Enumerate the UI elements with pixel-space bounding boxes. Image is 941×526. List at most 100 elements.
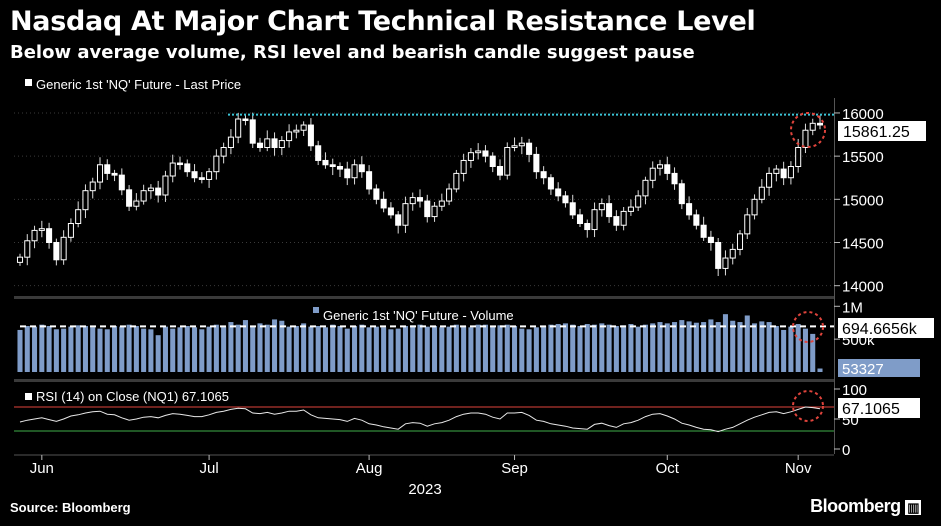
x-tick-label: Jul	[199, 460, 218, 477]
volume-bar	[679, 320, 685, 372]
candle-body	[758, 186, 765, 200]
volume-bar	[199, 329, 205, 372]
candle-body	[460, 159, 467, 174]
candle-body	[693, 214, 700, 226]
volume-bar	[184, 326, 190, 372]
volume-bar	[432, 326, 438, 372]
chart-title: Nasdaq At Major Chart Technical Resistan…	[10, 6, 756, 37]
x-tick-label: Jun	[30, 460, 54, 477]
candle-body	[67, 223, 74, 238]
candle-body	[598, 203, 605, 211]
volume-bar	[192, 327, 198, 372]
volume-bar	[402, 326, 408, 372]
volume-bar	[337, 326, 343, 372]
candle-body	[766, 172, 773, 188]
price-legend: Generic 1st 'NQ' Future - Last Price	[36, 77, 241, 92]
volume-bar	[97, 328, 103, 372]
volume-bar	[497, 325, 503, 372]
volume-bar	[250, 326, 256, 372]
candle-body	[271, 138, 278, 148]
candle-body	[155, 187, 162, 196]
candle-body	[133, 200, 140, 207]
candle-body	[613, 216, 620, 226]
candle-body	[46, 228, 53, 244]
volume-bar	[439, 327, 445, 372]
candle-body	[213, 155, 220, 173]
candle-body	[453, 172, 460, 190]
candle-body	[358, 164, 365, 173]
candle-body	[722, 257, 729, 269]
candle-body	[351, 164, 358, 179]
volume-bar	[621, 325, 627, 372]
candle-body	[555, 188, 562, 197]
volume-legend: Generic 1st 'NQ' Future - Volume	[323, 308, 514, 323]
volume-bar	[68, 326, 74, 372]
candle-body	[664, 164, 671, 174]
candle-body	[307, 124, 314, 147]
candle-body	[220, 147, 227, 157]
volume-bar	[373, 326, 379, 372]
volume-bar	[490, 326, 496, 372]
volume-bar	[24, 326, 30, 372]
candle-body	[496, 166, 504, 176]
volume-bar	[781, 329, 787, 372]
rsi-tick-label: 0	[842, 442, 850, 459]
panel-divider-volume	[14, 379, 834, 382]
candle-body	[264, 138, 271, 148]
volume-bar	[112, 326, 118, 372]
candle-body	[278, 140, 285, 149]
candle-body	[809, 122, 816, 131]
volume-bar	[773, 326, 779, 372]
volume-bar	[512, 326, 518, 372]
price-last-value: 15861.25	[843, 124, 910, 141]
candle-body	[75, 209, 82, 225]
volume-bar	[344, 328, 350, 372]
volume-bar	[61, 328, 67, 372]
candle-body	[467, 152, 474, 161]
volume-bar	[461, 326, 467, 372]
candle-body	[380, 198, 387, 209]
volume-bar	[301, 323, 307, 372]
volume-bar	[693, 322, 699, 372]
candle-body	[104, 164, 111, 174]
volume-bar	[468, 327, 474, 372]
price-tick-label: 16000	[842, 106, 884, 123]
price-y-axis: 16000 15500 15000 14500 14000	[834, 106, 884, 296]
candle-body	[206, 171, 213, 180]
chart-subtitle: Below average volume, RSI level and bear…	[10, 42, 695, 63]
volume-bar	[206, 326, 212, 372]
volume-bar	[737, 322, 743, 372]
volume-bar	[453, 324, 459, 372]
candle-body	[118, 174, 125, 191]
volume-bar	[606, 324, 612, 372]
candle-body	[191, 171, 198, 179]
volume-bar	[82, 326, 88, 372]
candle-body	[366, 171, 373, 190]
volume-bar	[686, 321, 692, 372]
x-axis: Jun Jul Aug Sep Oct Nov	[14, 454, 834, 477]
candle-body	[482, 150, 489, 157]
candle-body	[31, 229, 38, 242]
volume-bar	[410, 325, 416, 372]
candle-body	[584, 223, 591, 231]
candle-body	[518, 142, 525, 147]
candle-body	[38, 228, 45, 231]
source-note: Source: Bloomberg	[10, 500, 131, 515]
candle-body	[409, 197, 416, 205]
candle-body	[729, 248, 736, 259]
volume-bar	[293, 326, 299, 372]
volume-bar	[104, 329, 110, 372]
volume-bar	[475, 324, 481, 372]
candle-body	[627, 206, 634, 212]
volume-bar	[810, 333, 816, 372]
volume-bar	[141, 328, 147, 372]
volume-bar	[548, 324, 554, 372]
candle-body	[286, 131, 293, 142]
x-tick-label: Aug	[356, 460, 383, 477]
volume-average-box	[838, 318, 934, 338]
volume-bar	[482, 324, 488, 372]
candle-body	[511, 145, 518, 148]
volume-bar	[417, 324, 423, 372]
panel-divider-price	[14, 296, 834, 299]
volume-bar	[366, 327, 372, 372]
